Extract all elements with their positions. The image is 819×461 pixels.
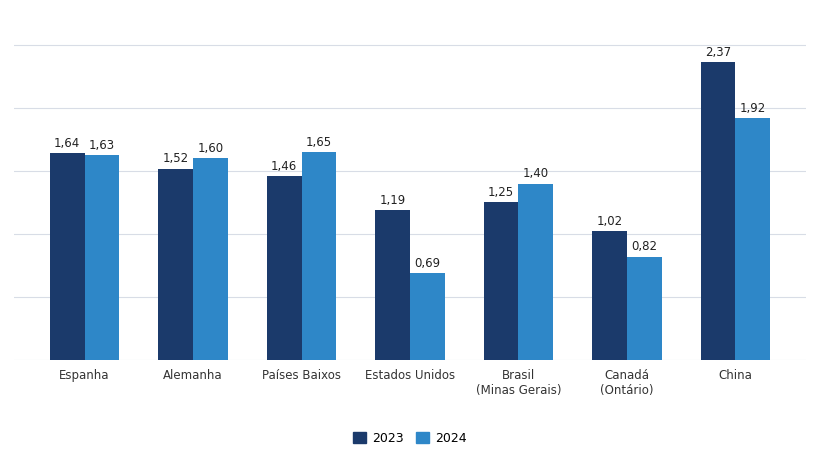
- Bar: [518, 183, 553, 360]
- Bar: [735, 118, 769, 360]
- Text: 1,63: 1,63: [88, 139, 115, 152]
- Text: 1,64: 1,64: [54, 137, 80, 150]
- Bar: [627, 256, 661, 360]
- Bar: [375, 210, 410, 360]
- Bar: [50, 154, 84, 360]
- Bar: [301, 152, 336, 360]
- Bar: [591, 231, 627, 360]
- Text: 1,60: 1,60: [197, 142, 224, 155]
- Text: 1,02: 1,02: [595, 215, 622, 228]
- Bar: [410, 273, 444, 360]
- Text: 1,40: 1,40: [523, 167, 548, 180]
- Text: 1,52: 1,52: [162, 153, 188, 165]
- Bar: [266, 176, 301, 360]
- Text: 0,69: 0,69: [414, 257, 440, 270]
- Bar: [158, 169, 192, 360]
- Bar: [483, 202, 518, 360]
- Text: 1,19: 1,19: [379, 194, 405, 207]
- Text: 1,25: 1,25: [487, 186, 514, 199]
- Text: 2,37: 2,37: [704, 46, 731, 59]
- Text: 1,46: 1,46: [271, 160, 297, 173]
- Bar: [192, 159, 228, 360]
- Bar: [84, 155, 120, 360]
- Text: 1,65: 1,65: [305, 136, 332, 149]
- Bar: [699, 62, 735, 360]
- Legend: 2023, 2024: 2023, 2024: [348, 427, 471, 450]
- Text: 1,92: 1,92: [739, 102, 765, 115]
- Text: 0,82: 0,82: [631, 240, 657, 254]
